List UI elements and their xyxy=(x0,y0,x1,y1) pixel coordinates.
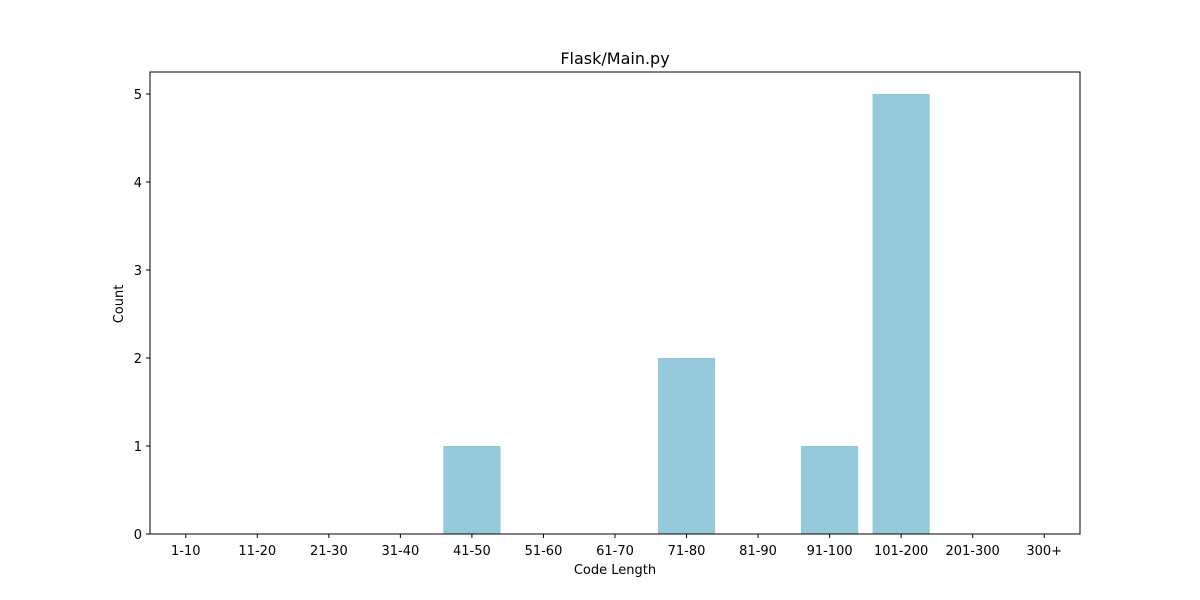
chart-title: Flask/Main.py xyxy=(560,49,669,68)
y-axis-label: Count xyxy=(112,285,127,324)
bar-41-50 xyxy=(443,446,501,534)
y-axis-ticks: 0 1 2 3 4 5 xyxy=(134,88,150,543)
bar-91-100 xyxy=(801,446,859,534)
y-tick-label: 1 xyxy=(134,440,142,455)
x-tick-label: 201-300 xyxy=(946,544,1000,559)
y-tick-label: 5 xyxy=(134,88,142,103)
x-axis-ticks: 1-10 11-20 21-30 31-40 41-50 51-60 61-70 71-80 8… xyxy=(171,534,1062,559)
y-tick-label: 2 xyxy=(134,352,142,367)
x-tick-label: 51-60 xyxy=(525,544,563,559)
y-tick-label: 0 xyxy=(134,528,142,543)
bar-101-200 xyxy=(872,94,930,534)
x-tick-label: 1-10 xyxy=(171,544,201,559)
x-tick-label: 71-80 xyxy=(668,544,706,559)
x-tick-label: 81-90 xyxy=(739,544,777,559)
x-tick-label: 300+ xyxy=(1026,544,1062,559)
plot-frame xyxy=(149,71,1081,535)
x-tick-label: 21-30 xyxy=(310,544,348,559)
x-axis-label: Code Length xyxy=(574,563,656,578)
x-tick-label: 31-40 xyxy=(381,544,419,559)
bar-71-80 xyxy=(657,358,716,534)
x-tick-label: 11-20 xyxy=(238,544,276,559)
x-tick-label: 41-50 xyxy=(453,544,491,559)
bars-group xyxy=(443,94,930,534)
y-tick-label: 3 xyxy=(134,264,142,279)
x-tick-label: 91-100 xyxy=(807,544,853,559)
x-tick-label: 61-70 xyxy=(596,544,634,559)
x-tick-label: 101-200 xyxy=(874,544,928,559)
y-tick-label: 4 xyxy=(134,176,142,191)
